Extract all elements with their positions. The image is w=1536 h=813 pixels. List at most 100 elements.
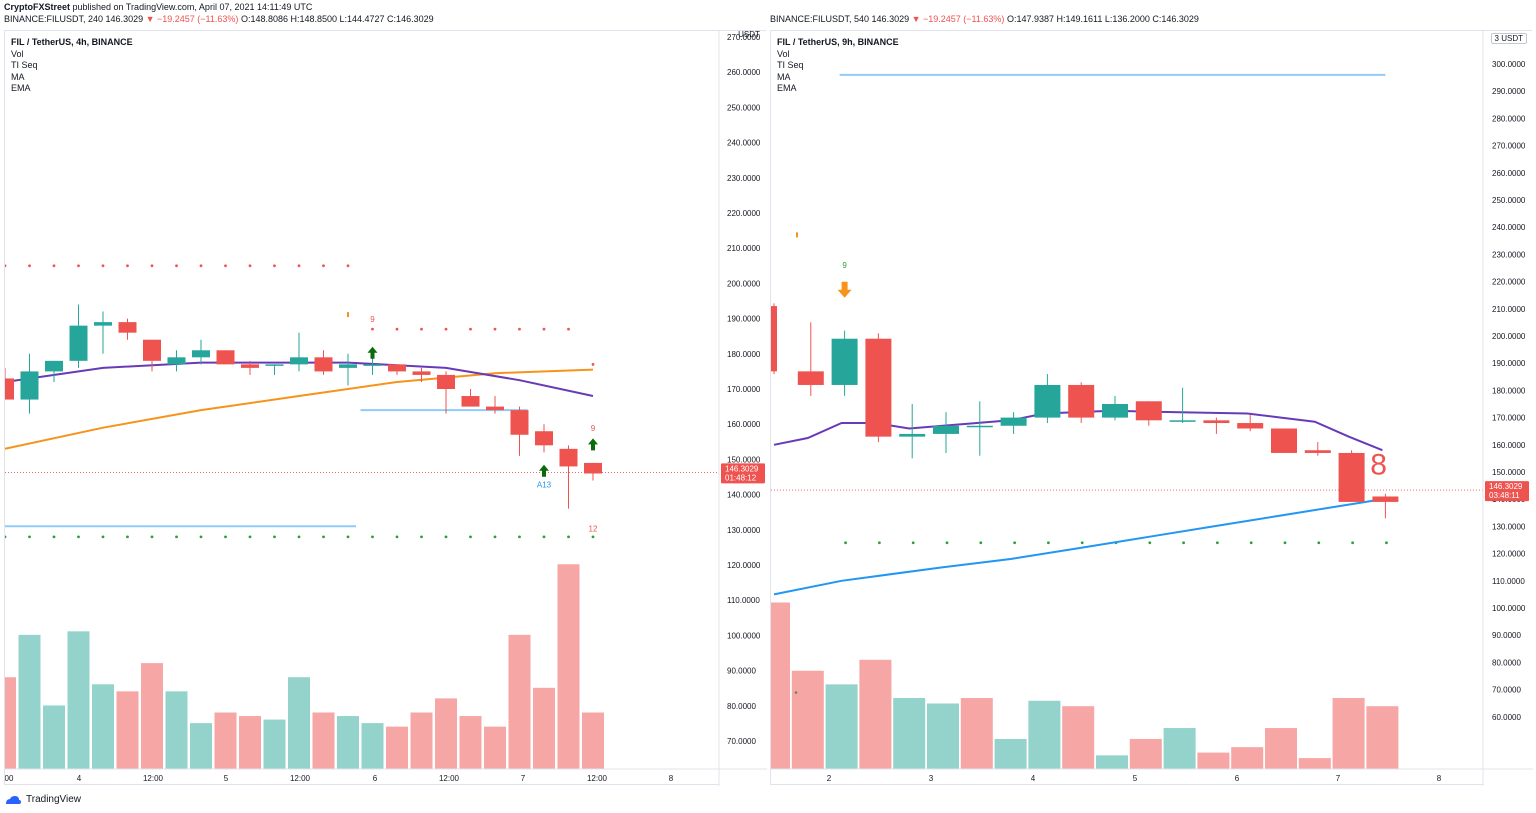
left-plot-bg [5, 31, 719, 769]
right-green-dot [1317, 541, 1321, 545]
right-volume-bar [1231, 747, 1264, 769]
left-green-dot [5, 535, 7, 539]
left-legend-vol[interactable]: Vol [11, 48, 24, 59]
right-volume-bar [859, 659, 892, 769]
right-orange-marker [796, 232, 798, 238]
right-legend-ma[interactable]: MA [777, 71, 791, 82]
left-axis-tick-label: 140.0000 [727, 491, 761, 500]
right-axis-tick-label: 230.0000 [1492, 250, 1526, 259]
left-time-tick-label: 12:00 [290, 774, 311, 783]
right-candle-body [797, 371, 824, 385]
left-chart-panel[interactable]: FIL / TetherUS, 4h, BINANCE Vol TI Seq M… [4, 30, 767, 786]
right-time-tick-label: 7 [1336, 774, 1341, 783]
right-candle-body [1203, 420, 1230, 424]
left-candle-body [437, 374, 455, 389]
left-legend-ma[interactable]: MA [11, 71, 25, 82]
left-volume-bar [165, 691, 188, 769]
left-red-dot [371, 327, 374, 331]
right-volume-bar [1096, 755, 1128, 769]
left-candle-body [339, 364, 357, 368]
left-price-label: 146.3029 [725, 464, 759, 473]
left-candle-body [510, 410, 529, 435]
left-candle-body [535, 431, 553, 446]
left-volume-bar [410, 712, 433, 769]
right-time-tick-label: 4 [1031, 774, 1036, 783]
left-candle-body [20, 371, 39, 400]
right-volume-bar [1298, 758, 1331, 769]
right-axis-tick-label: 200.0000 [1492, 332, 1526, 341]
left-green-dot [224, 535, 227, 539]
left-volume-bar [435, 698, 457, 769]
left-candle-body [412, 371, 431, 375]
right-axis-tick-label: 150.0000 [1492, 468, 1526, 477]
left-red-dot [591, 362, 595, 366]
right-legend-vol[interactable]: Vol [777, 48, 790, 59]
left-volume-bar [508, 634, 531, 769]
right-candle-body [966, 425, 993, 428]
right-green-dot [1216, 541, 1219, 545]
left-green-dot [493, 535, 497, 539]
left-price-axis-bg [719, 31, 767, 786]
left-volume-bar [557, 564, 580, 769]
left-ohlc: O:148.8086 H:148.8500 L:144.4727 C:146.3… [240, 14, 434, 24]
left-candle-body [143, 339, 161, 361]
right-candle-body [1000, 417, 1027, 426]
publisher-name: CryptoFXStreet [4, 2, 71, 12]
right-chart-panel[interactable]: FIL / TetherUS, 9h, BINANCE Vol TI Seq M… [770, 30, 1533, 786]
left-red-dot [28, 264, 31, 268]
right-time-tick-label: 3 [929, 774, 934, 783]
right-axis-unit-button[interactable]: 3 USDT [1490, 33, 1527, 44]
left-axis-tick-label: 160.0000 [727, 420, 761, 429]
left-green-dot [199, 535, 203, 539]
right-candle-body [831, 338, 858, 385]
right-axis-tick-label: 300.0000 [1492, 60, 1526, 69]
left-green-dot [518, 535, 521, 539]
right-axis-tick-label: 80.0000 [1492, 658, 1521, 667]
left-volume-bar [288, 677, 310, 769]
right-candle-body [1372, 496, 1399, 502]
left-axis-tick-label: 210.0000 [727, 244, 761, 253]
left-red-dot [444, 327, 448, 331]
left-green-dot [297, 535, 301, 539]
right-green-dot [979, 541, 983, 545]
left-green-dot [371, 535, 374, 539]
right-legend: FIL / TetherUS, 9h, BINANCE Vol TI Seq M… [777, 37, 899, 95]
left-red-dot [395, 327, 399, 331]
right-legend-ema[interactable]: EMA [777, 83, 797, 93]
right-legend-title: FIL / TetherUS, 9h, BINANCE [777, 37, 899, 47]
left-volume-bar [361, 723, 384, 769]
right-legend-tiseq[interactable]: TI Seq [777, 60, 804, 70]
right-candle-body [899, 433, 926, 437]
right-axis-tick-label: 270.0000 [1492, 142, 1526, 151]
right-axis-tick-label: 90.0000 [1492, 631, 1521, 640]
right-axis-tick-label: 210.0000 [1492, 305, 1526, 314]
left-volume-bar [18, 634, 41, 769]
left-candle-body [363, 364, 382, 366]
left-axis-tick-label: 70.0000 [727, 737, 756, 746]
left-candle-body [192, 350, 210, 358]
left-red-dot [567, 327, 570, 331]
right-green-dot [878, 541, 881, 545]
left-green-dot [395, 535, 399, 539]
left-red-dot [542, 327, 546, 331]
left-time-tick-label: 6 [373, 774, 378, 783]
right-ticker: BINANCE:FILUSDT, 540 [770, 14, 870, 24]
left-volume-bar [92, 684, 114, 769]
left-legend-tiseq[interactable]: TI Seq [11, 60, 38, 70]
right-chart-canvas[interactable]: 98310.0000300.0000290.0000280.0000270.00… [771, 31, 1533, 786]
right-ema-line [773, 498, 1383, 596]
right-green-dot [945, 541, 949, 545]
left-legend-ema[interactable]: EMA [11, 83, 31, 93]
right-axis-tick-label: 130.0000 [1492, 522, 1526, 531]
left-candle-body [5, 378, 14, 400]
left-green-dot [469, 535, 472, 539]
left-axis-tick-label: 80.0000 [727, 702, 756, 711]
left-candle-body [241, 364, 259, 368]
right-symbol-line: BINANCE:FILUSDT, 540 146.3029 ▼ −19.2457… [770, 14, 1199, 24]
left-candle-body [69, 325, 88, 361]
footer-brand[interactable]: TradingView [4, 794, 81, 805]
right-axis-tick-label: 180.0000 [1492, 386, 1526, 395]
right-green-dot [844, 541, 847, 545]
left-green-dot [150, 535, 154, 539]
